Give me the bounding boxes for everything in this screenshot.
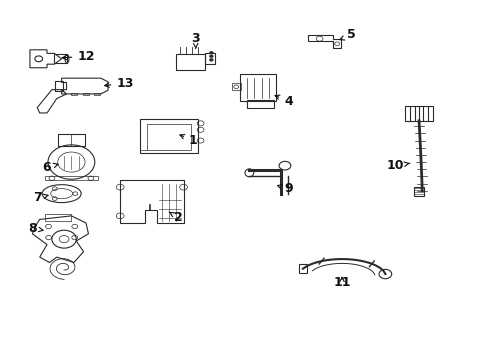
Bar	[239, 74, 276, 101]
Text: 11: 11	[333, 276, 350, 289]
Text: 5: 5	[339, 28, 355, 41]
Bar	[405, 107, 432, 121]
Bar	[205, 53, 215, 64]
Bar	[94, 93, 100, 95]
Bar	[83, 93, 89, 95]
Bar	[54, 54, 66, 63]
Text: 8: 8	[28, 222, 43, 235]
Bar	[147, 125, 190, 149]
Text: 13: 13	[104, 77, 133, 90]
Circle shape	[209, 51, 213, 54]
Bar	[140, 119, 198, 153]
Text: 3: 3	[191, 32, 200, 48]
Bar	[55, 81, 62, 91]
Text: 1: 1	[180, 134, 197, 147]
Bar	[232, 83, 241, 90]
Text: 9: 9	[277, 183, 292, 195]
Circle shape	[209, 55, 213, 58]
Text: 10: 10	[386, 159, 409, 172]
Bar	[58, 134, 85, 146]
Text: 7: 7	[33, 192, 48, 204]
Bar	[44, 176, 98, 180]
Bar	[246, 100, 273, 108]
Bar	[176, 54, 205, 70]
Bar	[413, 187, 423, 196]
Bar	[71, 93, 77, 95]
Text: 2: 2	[169, 211, 183, 224]
Bar	[44, 214, 71, 221]
Text: 4: 4	[274, 95, 292, 108]
Bar	[298, 265, 306, 273]
Text: 6: 6	[42, 161, 58, 174]
Circle shape	[209, 58, 213, 61]
Text: 12: 12	[62, 50, 95, 63]
